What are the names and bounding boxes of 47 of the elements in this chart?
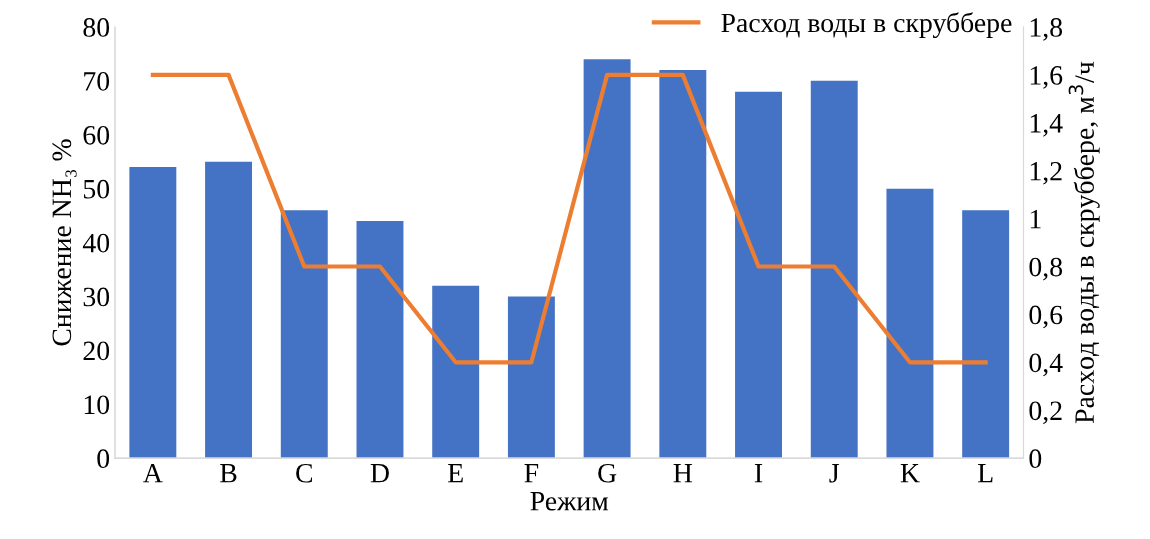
bar — [432, 285, 480, 459]
bar — [735, 91, 782, 459]
y-tick-label: 10 — [84, 395, 110, 415]
x-tick-label: G — [598, 463, 617, 483]
bar — [583, 59, 631, 459]
y2-tick-label: 1,6 — [1030, 66, 1063, 89]
y2-tick-label: 1,2 — [1030, 161, 1062, 185]
x-axis-title: Режим — [530, 492, 609, 511]
y-tick-label: 40 — [82, 233, 110, 253]
y2-tick-label: 0 — [1029, 449, 1042, 469]
y-tick-label: 80 — [83, 18, 110, 37]
y2-tick-label: 0,6 — [1029, 305, 1063, 329]
y2-tick-label: 1 — [1030, 209, 1041, 229]
y-tick-label: 60 — [83, 125, 110, 145]
x-tick-label: I — [754, 464, 763, 483]
y2-tick-label: 1,4 — [1030, 114, 1063, 137]
x-tick-label: B — [220, 464, 237, 483]
bar — [962, 210, 1010, 459]
bar — [356, 220, 404, 459]
bar — [886, 188, 934, 459]
x-tick-label: C — [296, 463, 312, 483]
bar — [205, 161, 253, 459]
legend-label: Расход воды в скруббере — [721, 12, 1012, 39]
bar — [507, 296, 555, 459]
x-tick-label: E — [448, 464, 463, 483]
y-tick-label: 0 — [97, 449, 110, 469]
x-tick-label: H — [673, 464, 693, 483]
y2-tick-label: 0,8 — [1029, 257, 1063, 281]
y2-axis-title: Расход воды в скруббере, м$^{3}$/ч — [1068, 61, 1100, 424]
y2-tick-label: 1,8 — [1030, 18, 1063, 41]
y-axis-title: Снижение NH₃ % — [52, 139, 77, 346]
x-tick-label: D — [370, 464, 389, 483]
y-tick-label: 50 — [83, 179, 110, 199]
x-tick-label: J — [829, 464, 840, 483]
bar — [810, 80, 858, 459]
x-tick-label: F — [524, 464, 539, 483]
bar — [659, 70, 707, 459]
y2-tick-label: 0,4 — [1029, 353, 1063, 377]
x-tick-label: L — [977, 464, 993, 483]
bar — [129, 167, 177, 459]
y2-tick-label: 0,2 — [1029, 401, 1062, 425]
x-tick-label: A — [143, 463, 163, 483]
x-tick-label: K — [900, 464, 920, 483]
bar — [280, 210, 328, 459]
y-tick-label: 70 — [84, 72, 110, 91]
y-tick-label: 20 — [83, 341, 110, 361]
y-tick-label: 30 — [83, 287, 110, 307]
